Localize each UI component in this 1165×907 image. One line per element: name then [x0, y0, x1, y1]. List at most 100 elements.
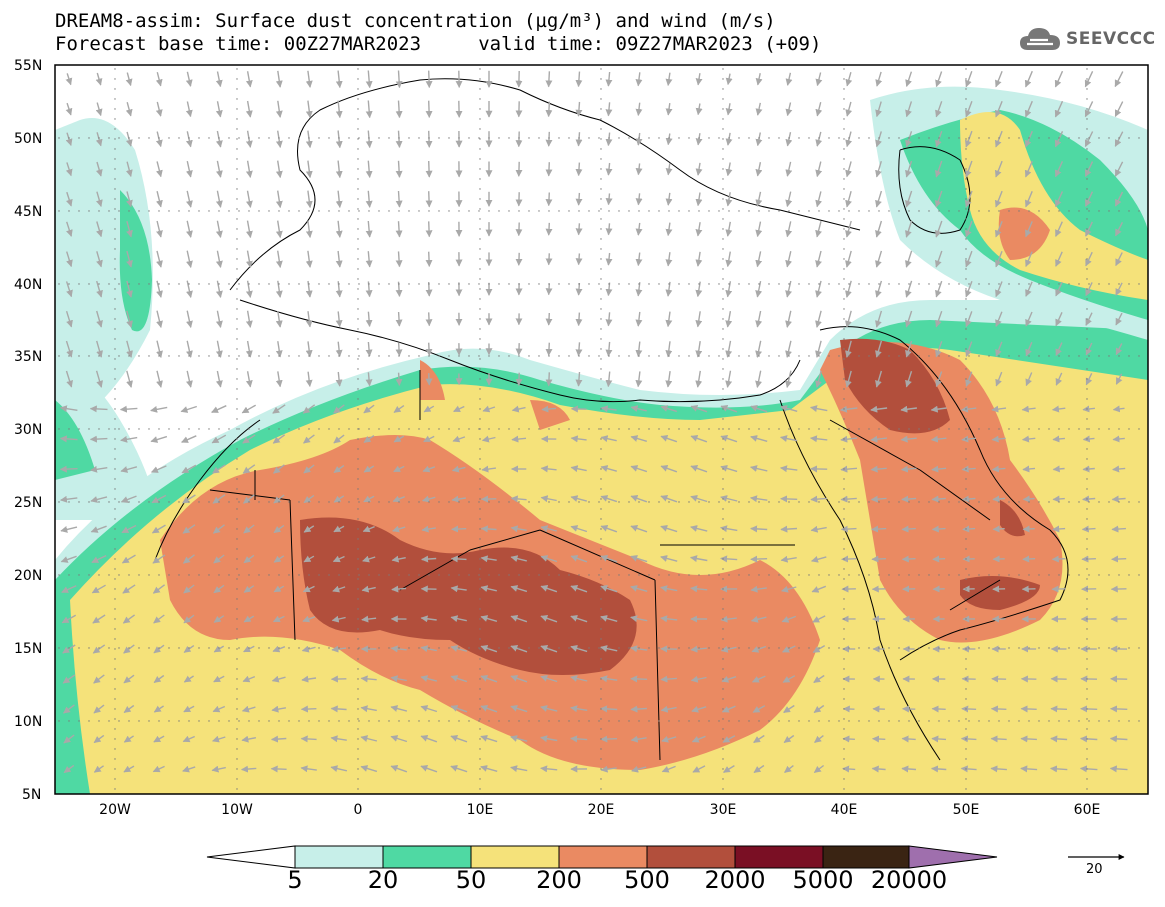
wind-arrow	[153, 674, 165, 684]
graticule-dot	[318, 428, 320, 430]
wind-arrow	[755, 370, 762, 388]
graticule-dot	[1086, 118, 1088, 120]
graticule-dot	[722, 278, 724, 280]
graticule-dot	[965, 238, 967, 240]
graticule-dot	[965, 758, 967, 760]
graticule-dot	[128, 574, 130, 576]
graticule-dot	[658, 355, 660, 357]
graticule-dot	[138, 647, 140, 649]
wind-arrow	[1110, 705, 1128, 713]
wind-arrow	[273, 555, 285, 563]
graticule-dot	[768, 283, 770, 285]
graticule-dot	[208, 137, 210, 139]
wind-arrow	[570, 614, 588, 623]
wind-arrow	[273, 464, 285, 474]
graticule-dot	[1018, 574, 1020, 576]
graticule-dot	[600, 598, 602, 600]
wind-arrow	[755, 132, 763, 147]
wind-arrow	[363, 404, 375, 414]
graticule-dot	[488, 137, 490, 139]
graticule-dot	[1086, 108, 1088, 110]
graticule-dot	[722, 348, 724, 350]
graticule-dot	[600, 108, 602, 110]
graticule-dot	[118, 210, 120, 212]
wind-arrow	[89, 405, 108, 413]
graticule-dot	[728, 647, 730, 649]
wind-arrow	[126, 280, 133, 298]
wind-arrow	[303, 494, 315, 504]
graticule-dot	[114, 398, 116, 400]
graticule-dot	[843, 358, 845, 360]
graticule-dot	[408, 355, 410, 357]
graticule-dot	[578, 355, 580, 357]
graticule-dot	[1028, 428, 1030, 430]
graticule-dot	[998, 137, 1000, 139]
wind-arrow	[755, 102, 763, 116]
graticule-dot	[968, 210, 970, 212]
graticule-dot	[1058, 137, 1060, 139]
graticule-dot	[298, 210, 300, 212]
graticule-dot	[708, 647, 710, 649]
graticule-dot	[88, 355, 90, 357]
wind-arrow	[365, 220, 373, 238]
wind-arrow	[186, 190, 193, 208]
graticule-dot	[748, 647, 750, 649]
graticule-dot	[488, 355, 490, 357]
graticule-dot	[618, 501, 620, 503]
graticule-dot	[998, 355, 1000, 357]
wind-arrow	[243, 585, 255, 593]
graticule-dot	[600, 448, 602, 450]
graticule-dot	[722, 558, 724, 560]
graticule-dot	[378, 501, 380, 503]
wind-arrow	[965, 280, 973, 298]
wind-arrow	[691, 735, 706, 743]
wind-arrow	[905, 370, 913, 388]
colorbar-label-5000: 5000	[792, 866, 854, 894]
wind-arrow	[123, 644, 135, 654]
graticule-dot	[722, 738, 724, 740]
wind-arrow	[755, 221, 763, 238]
graticule-dot	[236, 628, 238, 630]
graticule-dot	[1086, 168, 1088, 170]
graticule-dot	[348, 428, 350, 430]
graticule-dot	[368, 283, 370, 285]
graticule-dot	[238, 647, 240, 649]
wind-arrow	[695, 281, 703, 298]
graticule-dot	[508, 283, 510, 285]
wind-arrow	[123, 765, 135, 773]
graticule-dot	[628, 428, 630, 430]
graticule-dot	[357, 258, 359, 260]
wind-arrow	[660, 405, 678, 413]
graticule-dot	[843, 548, 845, 550]
graticule-dot	[965, 188, 967, 190]
graticule-dot	[328, 283, 330, 285]
graticule-dot	[479, 388, 481, 390]
graticule-dot	[965, 558, 967, 560]
wind-arrow	[1054, 100, 1064, 118]
graticule-dot	[722, 538, 724, 540]
graticule-dot	[843, 128, 845, 130]
graticule-dot	[348, 355, 350, 357]
graticule-dot	[1128, 574, 1130, 576]
graticule-dot	[118, 137, 120, 139]
wind-arrow	[152, 584, 166, 594]
wind-arrow	[964, 190, 973, 208]
graticule-dot	[108, 428, 110, 430]
wind-arrow	[875, 101, 882, 118]
graticule-dot	[114, 368, 116, 370]
graticule-dot	[728, 137, 730, 139]
graticule-dot	[368, 720, 370, 722]
graticule-dot	[98, 210, 100, 212]
wind-arrow	[635, 222, 643, 236]
wind-arrow	[421, 525, 436, 533]
graticule-dot	[658, 720, 660, 722]
graticule-dot	[1038, 720, 1040, 722]
wind-arrow	[275, 190, 283, 209]
graticule-dot	[198, 283, 200, 285]
graticule-dot	[357, 498, 359, 500]
graticule-dot	[728, 574, 730, 576]
wind-arrow	[660, 615, 678, 623]
graticule-dot	[468, 501, 470, 503]
graticule-dot	[328, 574, 330, 576]
graticule-dot	[308, 574, 310, 576]
